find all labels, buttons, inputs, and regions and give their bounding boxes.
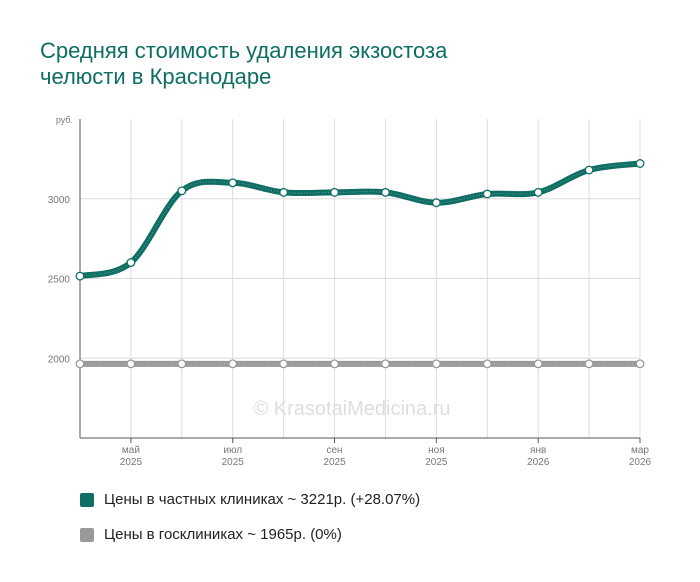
data-point-public — [330, 359, 339, 369]
chart-title: Средняя стоимость удаления экзостоза чел… — [40, 38, 640, 90]
data-point-private — [330, 187, 339, 197]
data-point-public — [126, 359, 136, 369]
x-tick-label-year: 2026 — [527, 457, 550, 468]
chart-title-line-1: Средняя стоимость удаления экзостоза — [40, 38, 448, 63]
data-point-public — [177, 359, 187, 369]
legend-swatch-private — [80, 492, 94, 507]
data-point-public — [584, 359, 594, 369]
x-tick-label-month: ноя — [428, 445, 445, 456]
data-point-public — [431, 359, 441, 369]
data-point-public — [228, 359, 238, 369]
data-point-private — [228, 178, 238, 188]
x-tick-label-year: 2025 — [323, 457, 346, 468]
data-point-private — [482, 189, 492, 199]
y-tick-label: 3000 — [48, 195, 71, 206]
x-tick-label-year: 2025 — [222, 457, 245, 468]
data-point-private — [635, 159, 645, 168]
x-tick-label-month: янв — [530, 445, 546, 456]
x-tick-label-month: июл — [223, 445, 242, 456]
data-point-public — [482, 359, 492, 369]
legend-item-public[interactable]: Цены в госклиниках ~ 1965р. (0%) — [80, 526, 342, 543]
data-point-public — [635, 359, 645, 369]
data-point-private — [584, 165, 594, 175]
x-tick-label-year: 2025 — [425, 457, 448, 468]
x-tick-label-month: мар — [631, 445, 649, 456]
data-point-private — [533, 187, 543, 197]
legend-label-private: Цены в частных клиниках ~ 3221р. (+28.07… — [104, 491, 421, 508]
series-line-private — [77, 160, 643, 280]
y-tick-label: 2000 — [48, 354, 71, 365]
data-point-private — [279, 187, 289, 197]
chart-title-line-2: челюсти в Краснодаре — [40, 64, 272, 89]
data-point-public — [279, 359, 289, 369]
legend-swatch-public — [80, 527, 94, 542]
data-point-public — [533, 359, 543, 369]
y-tick-label: 2500 — [48, 275, 71, 286]
legend-label-public: Цены в госклиниках ~ 1965р. (0%) — [104, 526, 342, 543]
data-point-private — [126, 258, 136, 267]
data-point-private — [381, 187, 390, 197]
data-point-private — [177, 186, 187, 196]
x-tick-label-year: 2026 — [629, 457, 652, 468]
legend-item-private[interactable]: Цены в частных клиниках ~ 3221р. (+28.07… — [80, 491, 420, 508]
series-line-texture-private — [79, 163, 641, 277]
x-tick-label-year: 2025 — [120, 457, 143, 468]
y-axis-unit-label: руб. — [56, 115, 73, 125]
data-point-private — [75, 271, 85, 281]
watermark: © KrasotaiMedicina.ru — [253, 398, 450, 420]
data-point-private — [431, 198, 441, 208]
data-point-public — [381, 359, 390, 369]
x-tick-label-month: сен — [326, 445, 342, 456]
data-point-public — [75, 359, 85, 369]
x-tick-label-month: май — [122, 445, 140, 456]
